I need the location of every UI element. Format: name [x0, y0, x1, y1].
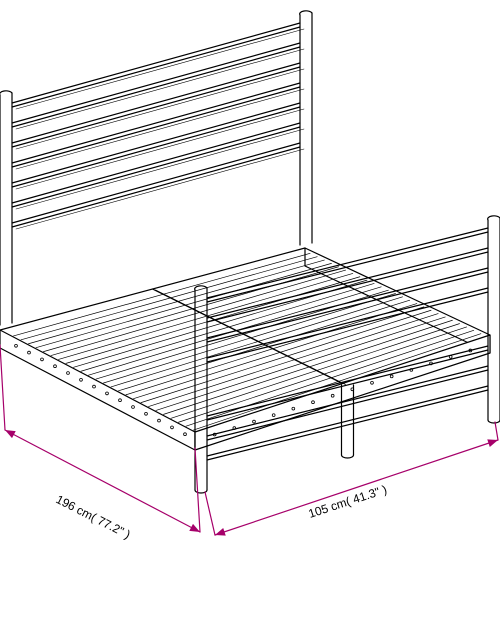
dimension-label: 105 cm( 41.3" )	[307, 482, 389, 521]
dim-line-width	[215, 440, 498, 535]
dimension-label: 196 cm( 77.2" )	[54, 492, 133, 542]
